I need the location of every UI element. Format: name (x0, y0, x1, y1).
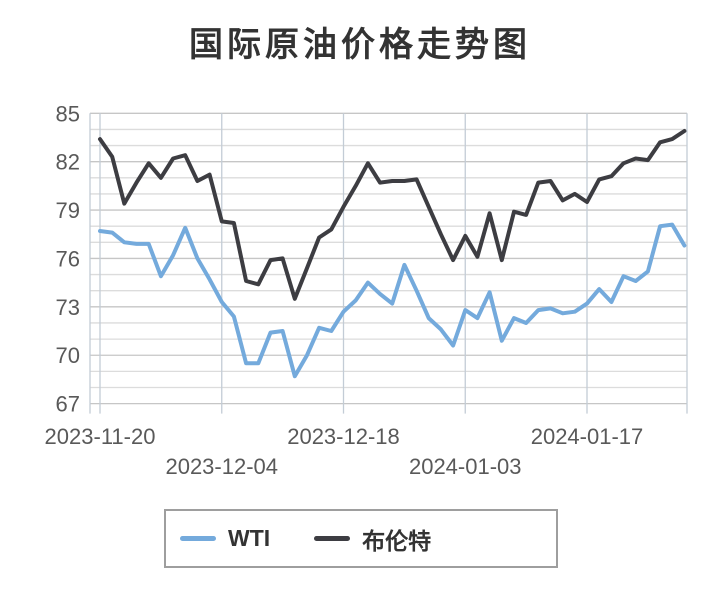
legend-label-wti: WTI (228, 525, 271, 551)
svg-text:2023-12-04: 2023-12-04 (165, 454, 278, 479)
legend-label-brent: 布伦特 (362, 527, 432, 554)
svg-text:2024-01-17: 2024-01-17 (531, 424, 644, 449)
wti-line-swatch (180, 536, 216, 541)
svg-text:2023-12-18: 2023-12-18 (287, 424, 400, 449)
brent-line-swatch (314, 536, 351, 541)
price-trend-plot: 67 70 73 76 79 82 85 2023-11-20 2023-12-04 2023-1… (45, 101, 688, 479)
chart-title: 国际原油价格走势图 (189, 26, 531, 64)
svg-text:2023-11-20: 2023-11-20 (45, 424, 156, 449)
legend-item-brent[interactable]: 布伦特 (314, 522, 431, 556)
svg-text:76: 76 (56, 246, 80, 271)
svg-text:67: 67 (56, 392, 80, 417)
svg-text:79: 79 (56, 198, 80, 223)
svg-text:85: 85 (56, 101, 80, 126)
svg-text:2024-01-03: 2024-01-03 (409, 454, 522, 479)
svg-text:82: 82 (56, 150, 80, 175)
legend-item-wti[interactable]: WTI (180, 525, 270, 552)
svg-text:73: 73 (56, 295, 80, 320)
svg-text:70: 70 (56, 343, 80, 368)
legend: WTI 布伦特 (164, 509, 558, 568)
